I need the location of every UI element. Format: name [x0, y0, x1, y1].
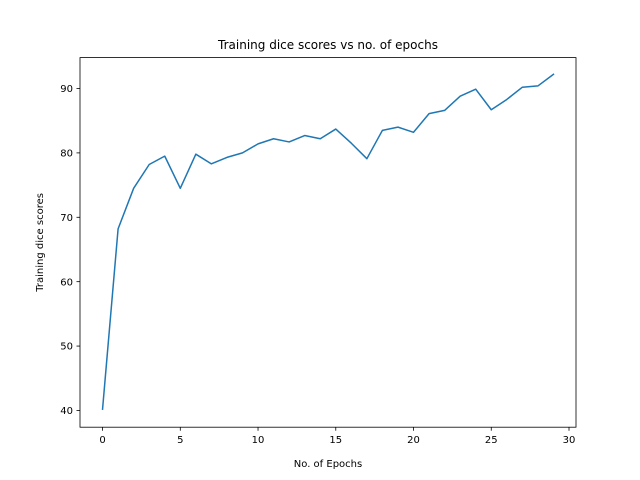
- plot-layer: [101, 73, 555, 410]
- x-axis-label: No. of Epochs: [294, 459, 362, 470]
- x-tick-label: 15: [329, 435, 342, 446]
- plot-area-frame: [79, 57, 577, 428]
- y-tick-label: 50: [60, 342, 73, 353]
- series-line: [101, 73, 555, 410]
- y-tick-label: 60: [60, 277, 73, 288]
- y-axis-ticks: 40 50 60 70 80 90: [60, 84, 80, 417]
- x-axis-ticks: 0 5 10 15 20 25 30: [99, 427, 575, 446]
- x-tick-label: 30: [563, 435, 576, 446]
- x-tick-label: 25: [485, 435, 498, 446]
- x-tick-label: 0: [99, 435, 105, 446]
- y-axis-label: Training dice scores: [35, 193, 46, 293]
- y-tick-label: 70: [60, 213, 73, 224]
- y-tick-label: 40: [60, 406, 73, 417]
- x-tick-label: 20: [407, 435, 420, 446]
- chart-title: Training dice scores vs no. of epochs: [217, 38, 438, 52]
- y-tick-label: 80: [60, 148, 73, 159]
- y-tick-label: 90: [60, 84, 73, 95]
- x-tick-label: 5: [177, 435, 183, 446]
- x-tick-label: 10: [252, 435, 265, 446]
